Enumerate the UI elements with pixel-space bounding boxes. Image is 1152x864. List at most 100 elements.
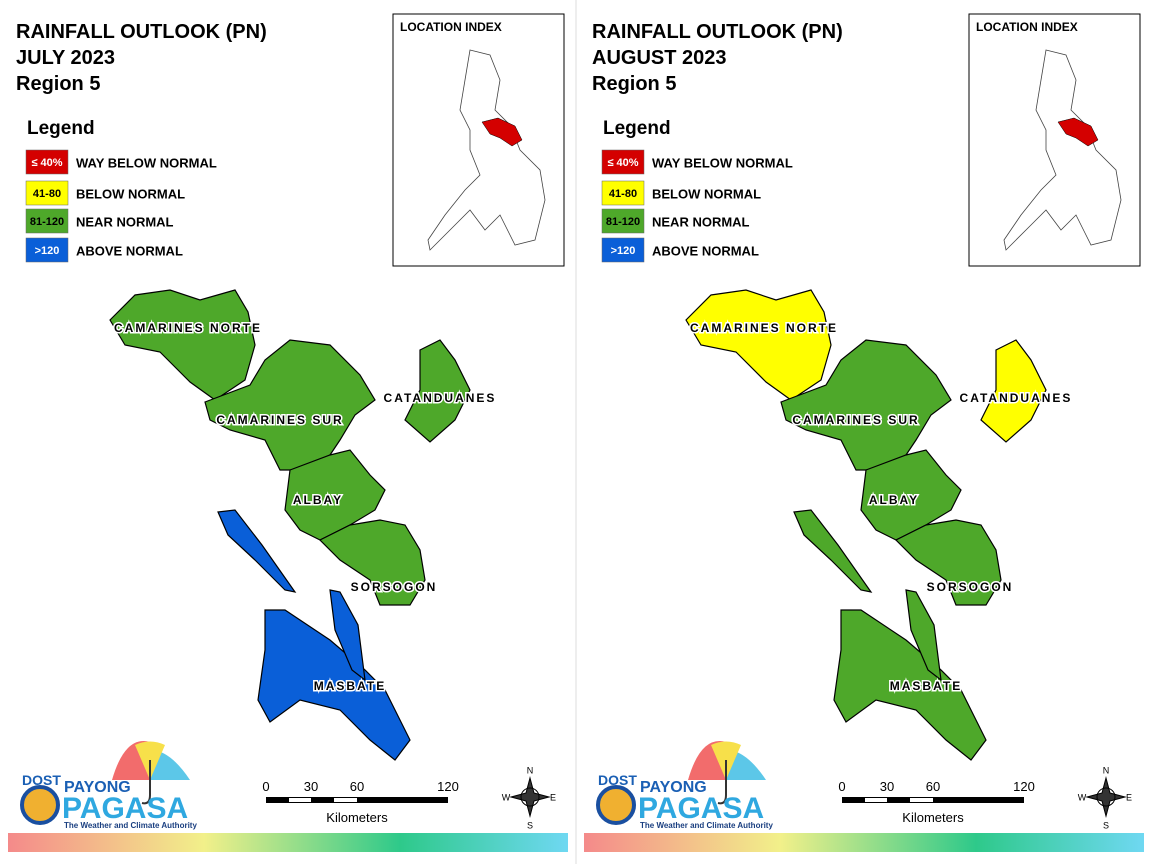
province-shape: [833, 609, 987, 761]
province-shape: [204, 339, 376, 471]
compass-letter: W: [1078, 792, 1087, 802]
scale-tick: 0: [262, 779, 269, 794]
region-highlight: [481, 117, 523, 147]
legend-swatch: [601, 208, 645, 234]
scale-seg: [334, 798, 357, 802]
legend-title: Legend: [27, 118, 95, 139]
compass-ring: [520, 787, 540, 807]
scale-tick: 30: [304, 779, 318, 794]
scale-seg: [289, 798, 311, 802]
location-index-title: LOCATION INDEX: [976, 20, 1078, 34]
province-shape: [685, 289, 832, 401]
logo-seal: [20, 785, 60, 825]
title-line: RAINFALL OUTLOOK (PN): [592, 21, 843, 43]
compass-letter: S: [527, 820, 533, 830]
province-label: MASBATE: [890, 679, 962, 693]
compass-rose: [509, 776, 551, 818]
scale-tick: 60: [350, 779, 364, 794]
logo-tagline: The Weather and Climate Authority: [640, 821, 773, 830]
legend-code: >120: [611, 245, 636, 257]
compass-letter: E: [550, 792, 556, 802]
legend-code: ≤ 40%: [31, 157, 62, 169]
scale-tick: 30: [880, 779, 894, 794]
region-highlight: [1057, 117, 1099, 147]
legend-code: >120: [35, 245, 60, 257]
rainbow-bar: [584, 833, 1144, 852]
legend-swatch: [25, 180, 69, 206]
scale-tick: 0: [838, 779, 845, 794]
province-shape: [404, 339, 471, 443]
legend-code: 81-120: [606, 216, 640, 228]
province-shape: [780, 339, 952, 471]
island-shape: [905, 589, 942, 682]
legend-code: ≤ 40%: [607, 157, 638, 169]
province-shape: [109, 289, 256, 401]
umbrella-handle: [141, 760, 151, 805]
umbrella-handle: [717, 760, 727, 805]
province-shape: [980, 339, 1047, 443]
location-index-title: LOCATION INDEX: [400, 20, 502, 34]
title-line: JULY 2023: [16, 47, 115, 69]
title-line: RAINFALL OUTLOOK (PN): [16, 21, 267, 43]
compass-letter: N: [1103, 765, 1110, 775]
compass-letter: W: [502, 792, 511, 802]
title-line: Region 5: [16, 73, 100, 95]
panel: RAINFALL OUTLOOK (PN) AUGUST 2023 Region 5…: [584, 13, 1144, 852]
province-shape: [894, 519, 1002, 606]
logo-payong: PAYONG: [64, 779, 131, 796]
province-label: CATANDUANES: [384, 391, 497, 405]
logo-tagline: The Weather and Climate Authority: [64, 821, 197, 830]
island-shape: [793, 509, 873, 593]
legend-code: 41-80: [33, 188, 61, 200]
legend-label: ABOVE NORMAL: [76, 243, 183, 258]
legend-swatch: [25, 208, 69, 234]
scale-tick: 60: [926, 779, 940, 794]
compass-rose: [1085, 776, 1127, 818]
legend-swatch: [25, 237, 69, 263]
province-label: CAMARINES SUR: [216, 413, 343, 427]
legend-label: BELOW NORMAL: [76, 186, 185, 201]
compass-letter: E: [1126, 792, 1132, 802]
province-shape: [318, 519, 426, 606]
province-label: SORSOGON: [927, 580, 1014, 594]
legend-label: NEAR NORMAL: [652, 214, 750, 229]
panel: RAINFALL OUTLOOK (PN) JULY 2023 Region 5 Le…: [8, 13, 568, 852]
island-shape: [329, 589, 366, 682]
scale-tick: 120: [1013, 779, 1035, 794]
island-shape: [217, 509, 297, 593]
compass-letter: N: [527, 765, 534, 775]
legend-swatch: [25, 149, 69, 175]
logo-seal: [596, 785, 636, 825]
compass-ring: [1096, 787, 1116, 807]
title-line: Region 5: [592, 73, 676, 95]
compass-letter: S: [1103, 820, 1109, 830]
province-label: CAMARINES NORTE: [114, 321, 262, 335]
legend-label: BELOW NORMAL: [652, 186, 761, 201]
province-label: SORSOGON: [351, 580, 438, 594]
scale-unit: Kilometers: [902, 810, 964, 825]
scale-tick: 120: [437, 779, 459, 794]
logo-dost: DOST: [22, 772, 61, 788]
legend-code: 81-120: [30, 216, 64, 228]
legend-swatch: [601, 180, 645, 206]
province-label: CATANDUANES: [960, 391, 1073, 405]
legend-swatch: [601, 149, 645, 175]
province-label: CAMARINES NORTE: [690, 321, 838, 335]
province-shape: [860, 449, 962, 541]
logo-pagasa: PAGASA: [62, 792, 188, 825]
legend-label: NEAR NORMAL: [76, 214, 174, 229]
province-label: ALBAY: [293, 493, 343, 507]
legend-label: WAY BELOW NORMAL: [76, 155, 217, 170]
province-label: CAMARINES SUR: [792, 413, 919, 427]
legend-label: WAY BELOW NORMAL: [652, 155, 793, 170]
logo-payong: PAYONG: [640, 779, 707, 796]
rainbow-bar: [8, 833, 568, 852]
legend-title: Legend: [603, 118, 671, 139]
legend-label: ABOVE NORMAL: [652, 243, 759, 258]
legend-code: 41-80: [609, 188, 637, 200]
title-line: AUGUST 2023: [592, 47, 727, 69]
province-label: ALBAY: [869, 493, 919, 507]
legend-swatch: [601, 237, 645, 263]
province-shape: [284, 449, 386, 541]
